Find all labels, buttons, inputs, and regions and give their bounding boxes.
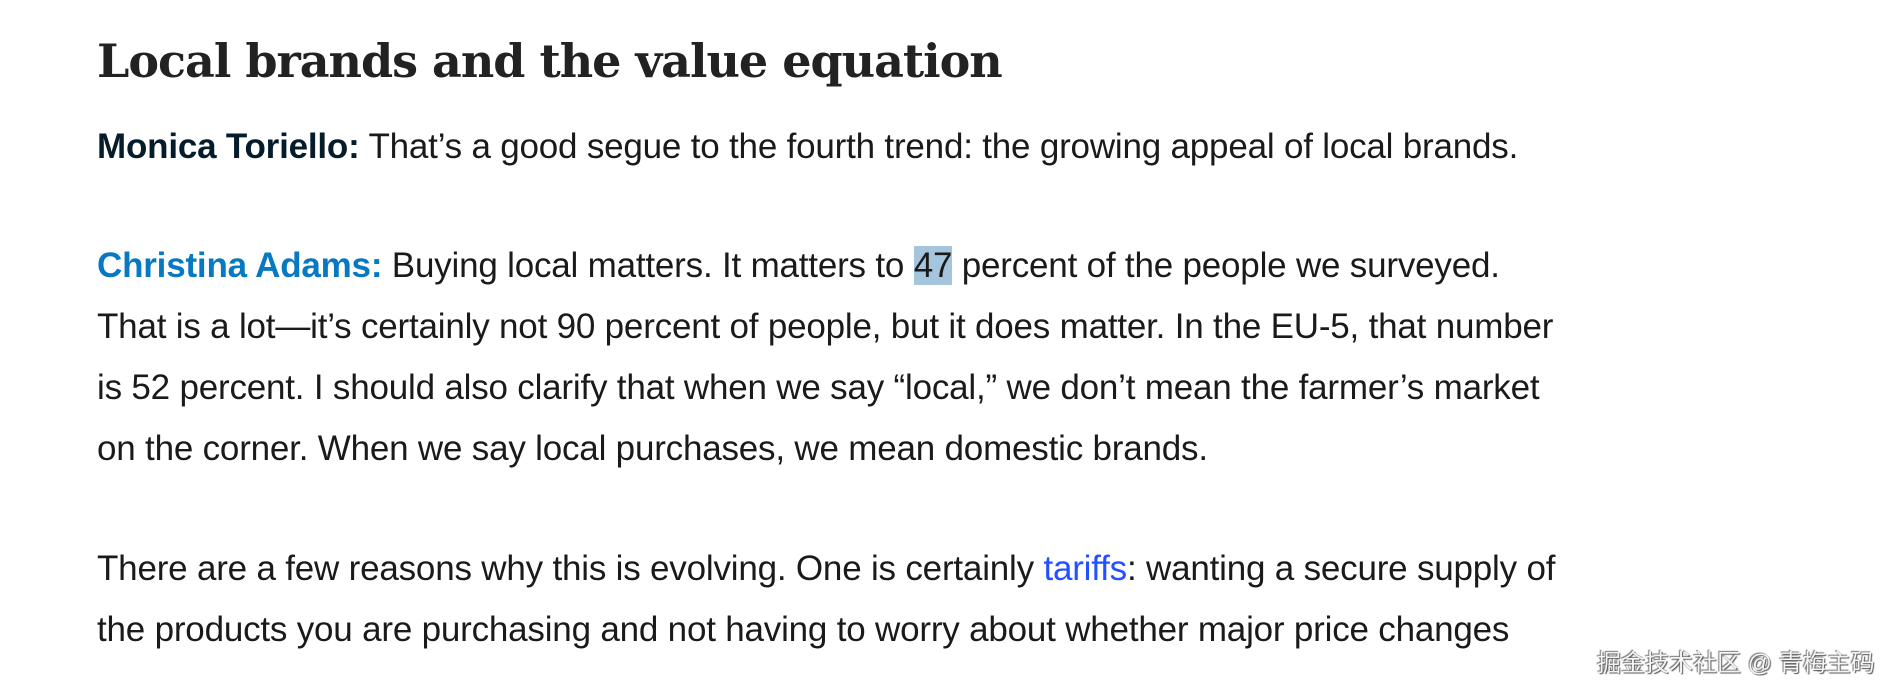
paragraph-text: That’s a good segue to the fourth trend:… <box>359 127 1519 166</box>
paragraph-line: There are a few reasons why this is evol… <box>97 538 1555 599</box>
text-segment: There are a few reasons why this is evol… <box>97 549 1044 588</box>
paragraph-line: is 52 percent. I should also clarify tha… <box>97 368 1540 407</box>
speaker-name: Monica Toriello: <box>97 127 360 166</box>
paragraph-line: the products you are purchasing and not … <box>97 610 1510 649</box>
paragraph-line: on the corner. When we say local purchas… <box>97 429 1208 468</box>
watermark: 掘金技术社区 @ 青梅主码 <box>1597 650 1875 677</box>
paragraph-line: That is a lot—it’s certainly not 90 perc… <box>97 307 1554 346</box>
text-segment: : wanting a secure supply of <box>1126 549 1556 588</box>
speaker-name: Christina Adams: <box>97 246 383 285</box>
section-heading: Local brands and the value equation <box>97 34 1003 88</box>
text-segment: Buying local matters. It matters to <box>382 246 914 285</box>
paragraph-line: Christina Adams: Buying local matters. I… <box>97 235 1553 296</box>
paragraph-christina: Christina Adams: Buying local matters. I… <box>97 235 1553 479</box>
paragraph-reasons: There are a few reasons why this is evol… <box>97 538 1555 660</box>
paragraph-monica: Monica Toriello: That’s a good segue to … <box>97 116 1518 177</box>
selected-text[interactable]: 47 <box>913 246 953 285</box>
tariffs-link[interactable]: tariffs <box>1043 549 1127 588</box>
text-segment: percent of the people we surveyed. <box>952 246 1500 285</box>
